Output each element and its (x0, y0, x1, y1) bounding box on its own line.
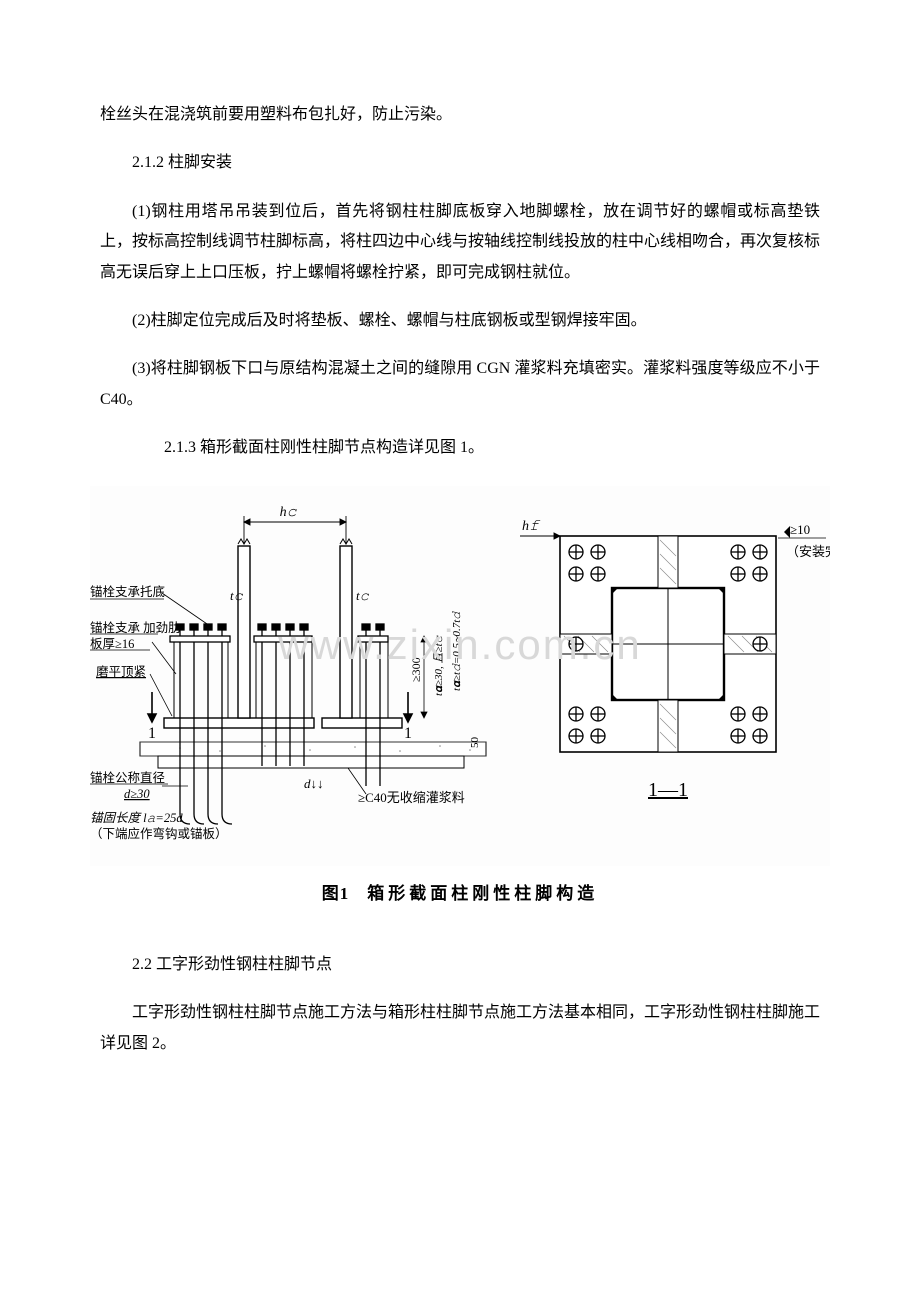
heading-2-1-2: 2.1.2 柱脚安装 (100, 148, 820, 178)
label-tc2: t𝚌 (356, 588, 370, 603)
label-ttd: t𝛂≥t𝚍=0.5∼0.7t𝚍 (451, 610, 463, 690)
heading-2-2: 2.2 工字形劲性钢柱柱脚节点 (100, 950, 820, 980)
label-section-1-right: 1 (404, 725, 412, 742)
para-2-1-2-2: (2)柱脚定位完成后及时将垫板、螺栓、螺帽与柱底钢板或型钢焊接牢固。 (100, 306, 820, 336)
label-hf: h𝚏 (522, 519, 541, 534)
figure-1-caption-num: 图1 (322, 884, 350, 903)
label-anchor-stiffener-2: 板厚≥16 (90, 637, 134, 651)
label-talpha: t𝛂≥30, 且≥t𝚌 (433, 635, 445, 696)
label-anchor-dia-2: d≥30 (124, 787, 150, 801)
label-anchor-len-2: （下端应作弯钩或锚板） (90, 826, 228, 841)
label-tc1: t𝚌 (230, 588, 244, 603)
label-hc: h𝚌 (280, 505, 298, 520)
label-section-1-left: 1 (148, 725, 156, 742)
para-2-1-2-3: (3)将柱脚钢板下口与原结构混凝土之间的缝隙用 CGN 灌浆料充填密实。灌浆料强… (100, 354, 820, 415)
label-install-note: （安装完毕后 (786, 544, 830, 559)
para-2-1-2-1: (1)钢柱用塔吊吊装到位后，首先将钢柱柱脚底板穿入地脚螺栓，放在调节好的螺帽或标… (100, 197, 820, 288)
label-anchor-stiffener-1: 锚栓支承 加劲肋 (90, 620, 181, 635)
figure-1-svg: h𝚌 t𝚌 t𝚌 锚栓支承托底 锚栓支承 加劲肋 板厚≥16 磨平顶紧 锚栓公称… (90, 486, 830, 866)
para-2-2: 工字形劲性钢柱柱脚节点施工方法与箱形柱柱脚节点施工方法基本相同，工字形劲性钢柱柱… (100, 998, 820, 1059)
label-anchor-len-1: 锚固长度 l𝚊=25d (90, 811, 183, 825)
figure-1-caption: 图1 箱形截面柱刚性柱脚构造 (322, 878, 599, 910)
para-prev-continuation: 栓丝头在混浇筑前要用塑料布包扎好，防止污染。 (100, 100, 820, 130)
label-section-1-1: 1—1 (648, 779, 688, 801)
label-ge10: ≥10 (790, 522, 810, 537)
label-c40: ≥C40无收缩灌浆料 (358, 790, 465, 805)
figure-1-container: www.zixin.com.cn (100, 486, 820, 910)
label-dl: d↓↓ (304, 776, 324, 791)
label-fifty: 50 (469, 736, 481, 748)
heading-2-1-3: 2.1.3 箱形截面柱刚性柱脚节点构造详见图 1。 (100, 433, 820, 463)
figure-1-caption-text: 箱形截面柱刚性柱脚构造 (367, 884, 598, 903)
label-anchor-support: 锚栓支承托底 (90, 584, 165, 599)
figure-1-diagram: www.zixin.com.cn (90, 486, 830, 866)
label-tighten: 磨平顶紧 (96, 665, 146, 679)
label-anchor-dia-1: 锚栓公称直径 (90, 770, 165, 785)
label-ge300: ≥300 (409, 657, 423, 682)
